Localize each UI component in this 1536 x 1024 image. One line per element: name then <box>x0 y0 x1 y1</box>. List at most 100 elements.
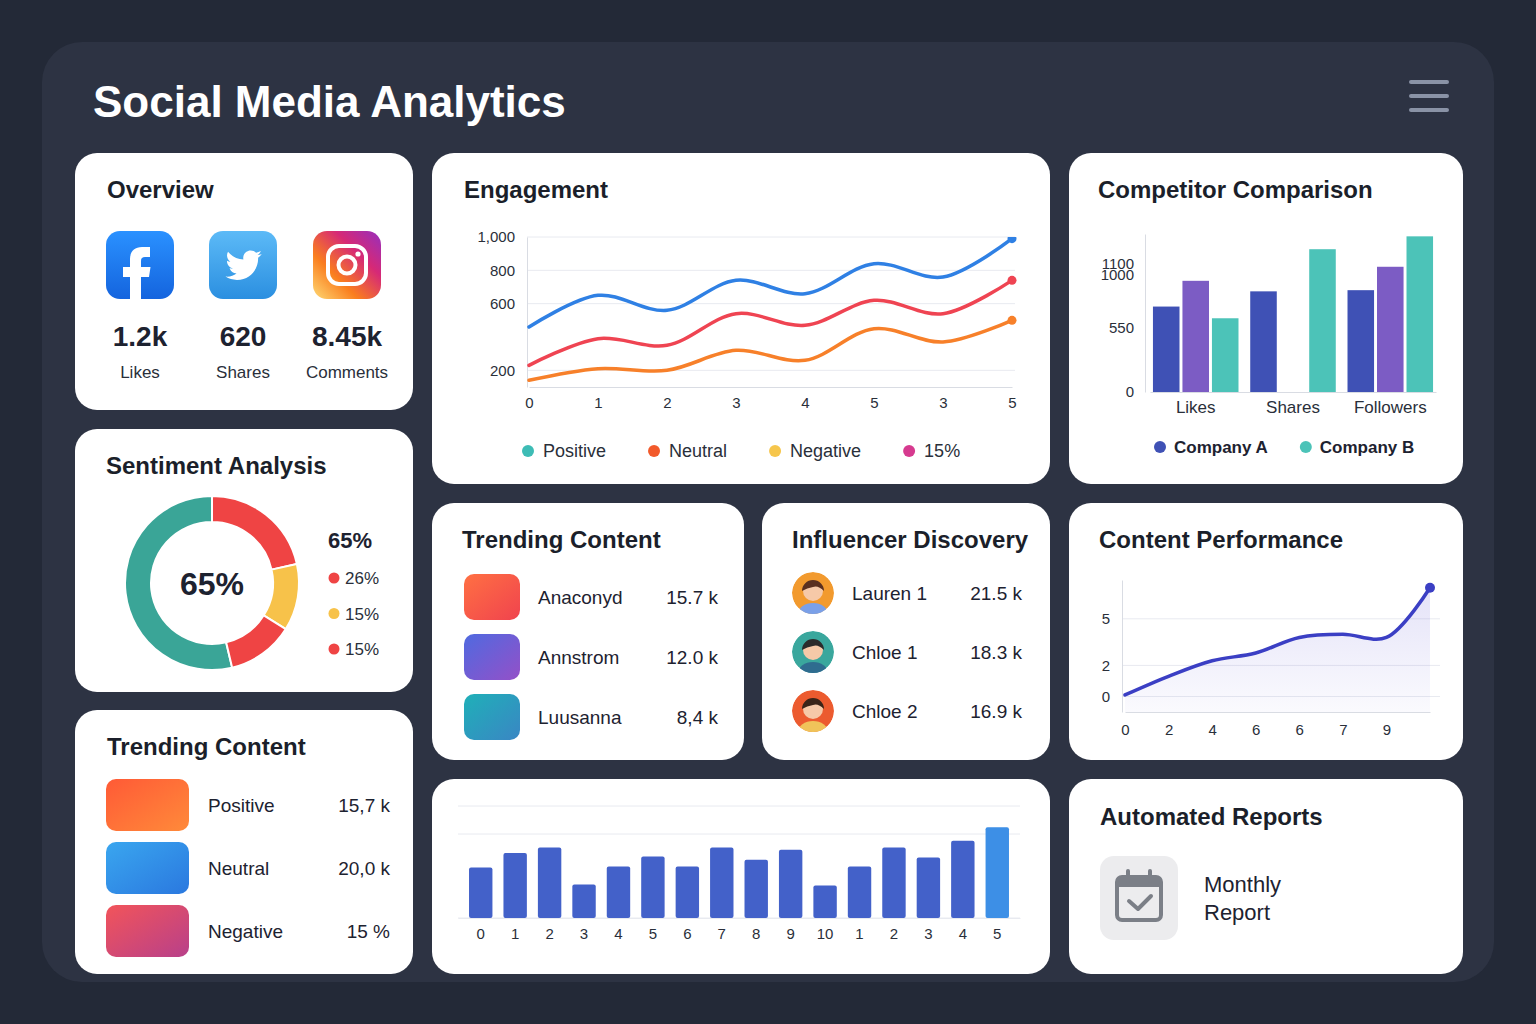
icon-glyph <box>339 257 356 274</box>
tick: 2 <box>663 387 671 411</box>
tick: 200 <box>490 362 527 379</box>
donut <box>125 496 299 670</box>
item-value: 12.0 k <box>666 647 718 668</box>
legend-item: Negative <box>769 441 861 461</box>
tick: 6 <box>1252 712 1260 738</box>
platform-icon <box>209 231 277 299</box>
tick: 550 <box>1109 319 1145 336</box>
tick: 2 <box>890 918 898 942</box>
grid-line <box>527 303 1015 304</box>
end-point <box>1425 583 1435 593</box>
legend-label: Positive <box>543 441 606 461</box>
tick: 3 <box>939 387 947 411</box>
tick: 9 <box>1383 712 1391 738</box>
item-name: Luusanna <box>538 707 622 728</box>
item-name: Chloe 1 <box>852 642 918 663</box>
card-background <box>1069 153 1463 484</box>
bar <box>641 856 664 918</box>
tick: 4 <box>959 918 967 942</box>
bar <box>986 827 1009 918</box>
tick: 5 <box>870 387 878 411</box>
tick-label: 8 <box>752 925 760 942</box>
bar <box>710 847 733 918</box>
avatar <box>792 572 834 625</box>
menu-button[interactable] <box>1411 82 1447 110</box>
tick-label: 6 <box>1252 721 1260 738</box>
tick-label: 800 <box>490 262 515 279</box>
tick: 3 <box>732 387 740 411</box>
bar <box>1212 318 1239 392</box>
tick: 1100 <box>1102 255 1145 272</box>
area-fill <box>1125 588 1430 712</box>
tick-label: 1 <box>594 394 602 411</box>
bar <box>951 841 974 918</box>
tick: 1 <box>511 918 519 942</box>
tick-label: Followers <box>1354 398 1427 417</box>
item-value: 16.9 k <box>970 701 1022 722</box>
legend-label: 15% <box>924 441 960 461</box>
trending-sentiment-card: Trending ContentPositive15,7 kNeutral20,… <box>75 710 413 974</box>
tick: 0 <box>1121 712 1129 738</box>
tick: 8 <box>752 918 760 942</box>
grid-line <box>527 270 1015 271</box>
y-axis: 2006008001,000 <box>477 228 527 387</box>
metric-label: Comments <box>306 363 388 382</box>
avatar-body <box>798 603 828 625</box>
tick-label: 2 <box>545 925 553 942</box>
tick-label: 5 <box>1008 394 1016 411</box>
item-name: Neutral <box>208 858 269 879</box>
tick-label: 0 <box>477 925 485 942</box>
tick: Shares <box>1266 392 1320 417</box>
legend-item: 26% <box>329 569 380 588</box>
panel <box>42 42 1494 982</box>
end-point <box>1008 237 1017 243</box>
legend-swatch <box>329 573 340 584</box>
card-title: Trending Content <box>107 733 306 760</box>
calendar-header <box>1117 877 1161 887</box>
card-background <box>1069 779 1463 974</box>
tick-label: 9 <box>1383 721 1391 738</box>
report-button[interactable]: MonthlyReport <box>1100 856 1281 940</box>
competitor-card: Competitor Comparison055010001100LikesSh… <box>1069 153 1463 484</box>
tick-label: 1 <box>855 925 863 942</box>
trending-row: Negative15 % <box>106 905 390 957</box>
avatar-hair <box>802 580 824 591</box>
tick-label: 0 <box>1102 688 1110 705</box>
card-title: Influencer Discovery <box>792 526 1029 553</box>
tick: 5 <box>1008 387 1016 411</box>
legend-swatch <box>522 445 534 457</box>
tick-label: 3 <box>939 394 947 411</box>
legend-item: Company A <box>1154 438 1268 457</box>
tick-label: 550 <box>1109 319 1134 336</box>
legend-item: Company B <box>1300 438 1414 457</box>
tick-label: 6 <box>1296 721 1304 738</box>
legend-label: Company B <box>1320 438 1414 457</box>
legend-label: Negative <box>790 441 861 461</box>
tick: 3 <box>924 918 932 942</box>
tick: 9 <box>786 918 794 942</box>
menu-bar <box>1411 94 1447 98</box>
bar <box>1377 267 1404 392</box>
tick-label: 10 <box>817 925 834 942</box>
x-axis: 01234535 <box>525 387 1016 411</box>
report-icon-background <box>1100 856 1178 940</box>
legend-swatch <box>648 445 660 457</box>
tick: Likes <box>1176 392 1216 417</box>
tick: 4 <box>614 918 622 942</box>
tick: 3 <box>580 918 588 942</box>
tick-label: 4 <box>1208 721 1216 738</box>
avatar-face <box>803 699 823 719</box>
legend-item: 15% <box>329 640 380 659</box>
item-value: 21.5 k <box>970 583 1022 604</box>
metric-value: 620 <box>220 321 267 352</box>
bar <box>1407 236 1434 392</box>
tick-label: 7 <box>1339 721 1347 738</box>
card-title: Overview <box>107 176 214 203</box>
axis-line <box>530 387 1013 388</box>
tick: 5 <box>1102 610 1122 627</box>
bar <box>848 866 871 918</box>
page: Social Media AnalyticsOverview1.2kLikes6… <box>0 0 1536 1024</box>
tick-label: 5 <box>1102 610 1110 627</box>
legend-label: 26% <box>345 569 379 588</box>
tick-label: 600 <box>490 295 515 312</box>
